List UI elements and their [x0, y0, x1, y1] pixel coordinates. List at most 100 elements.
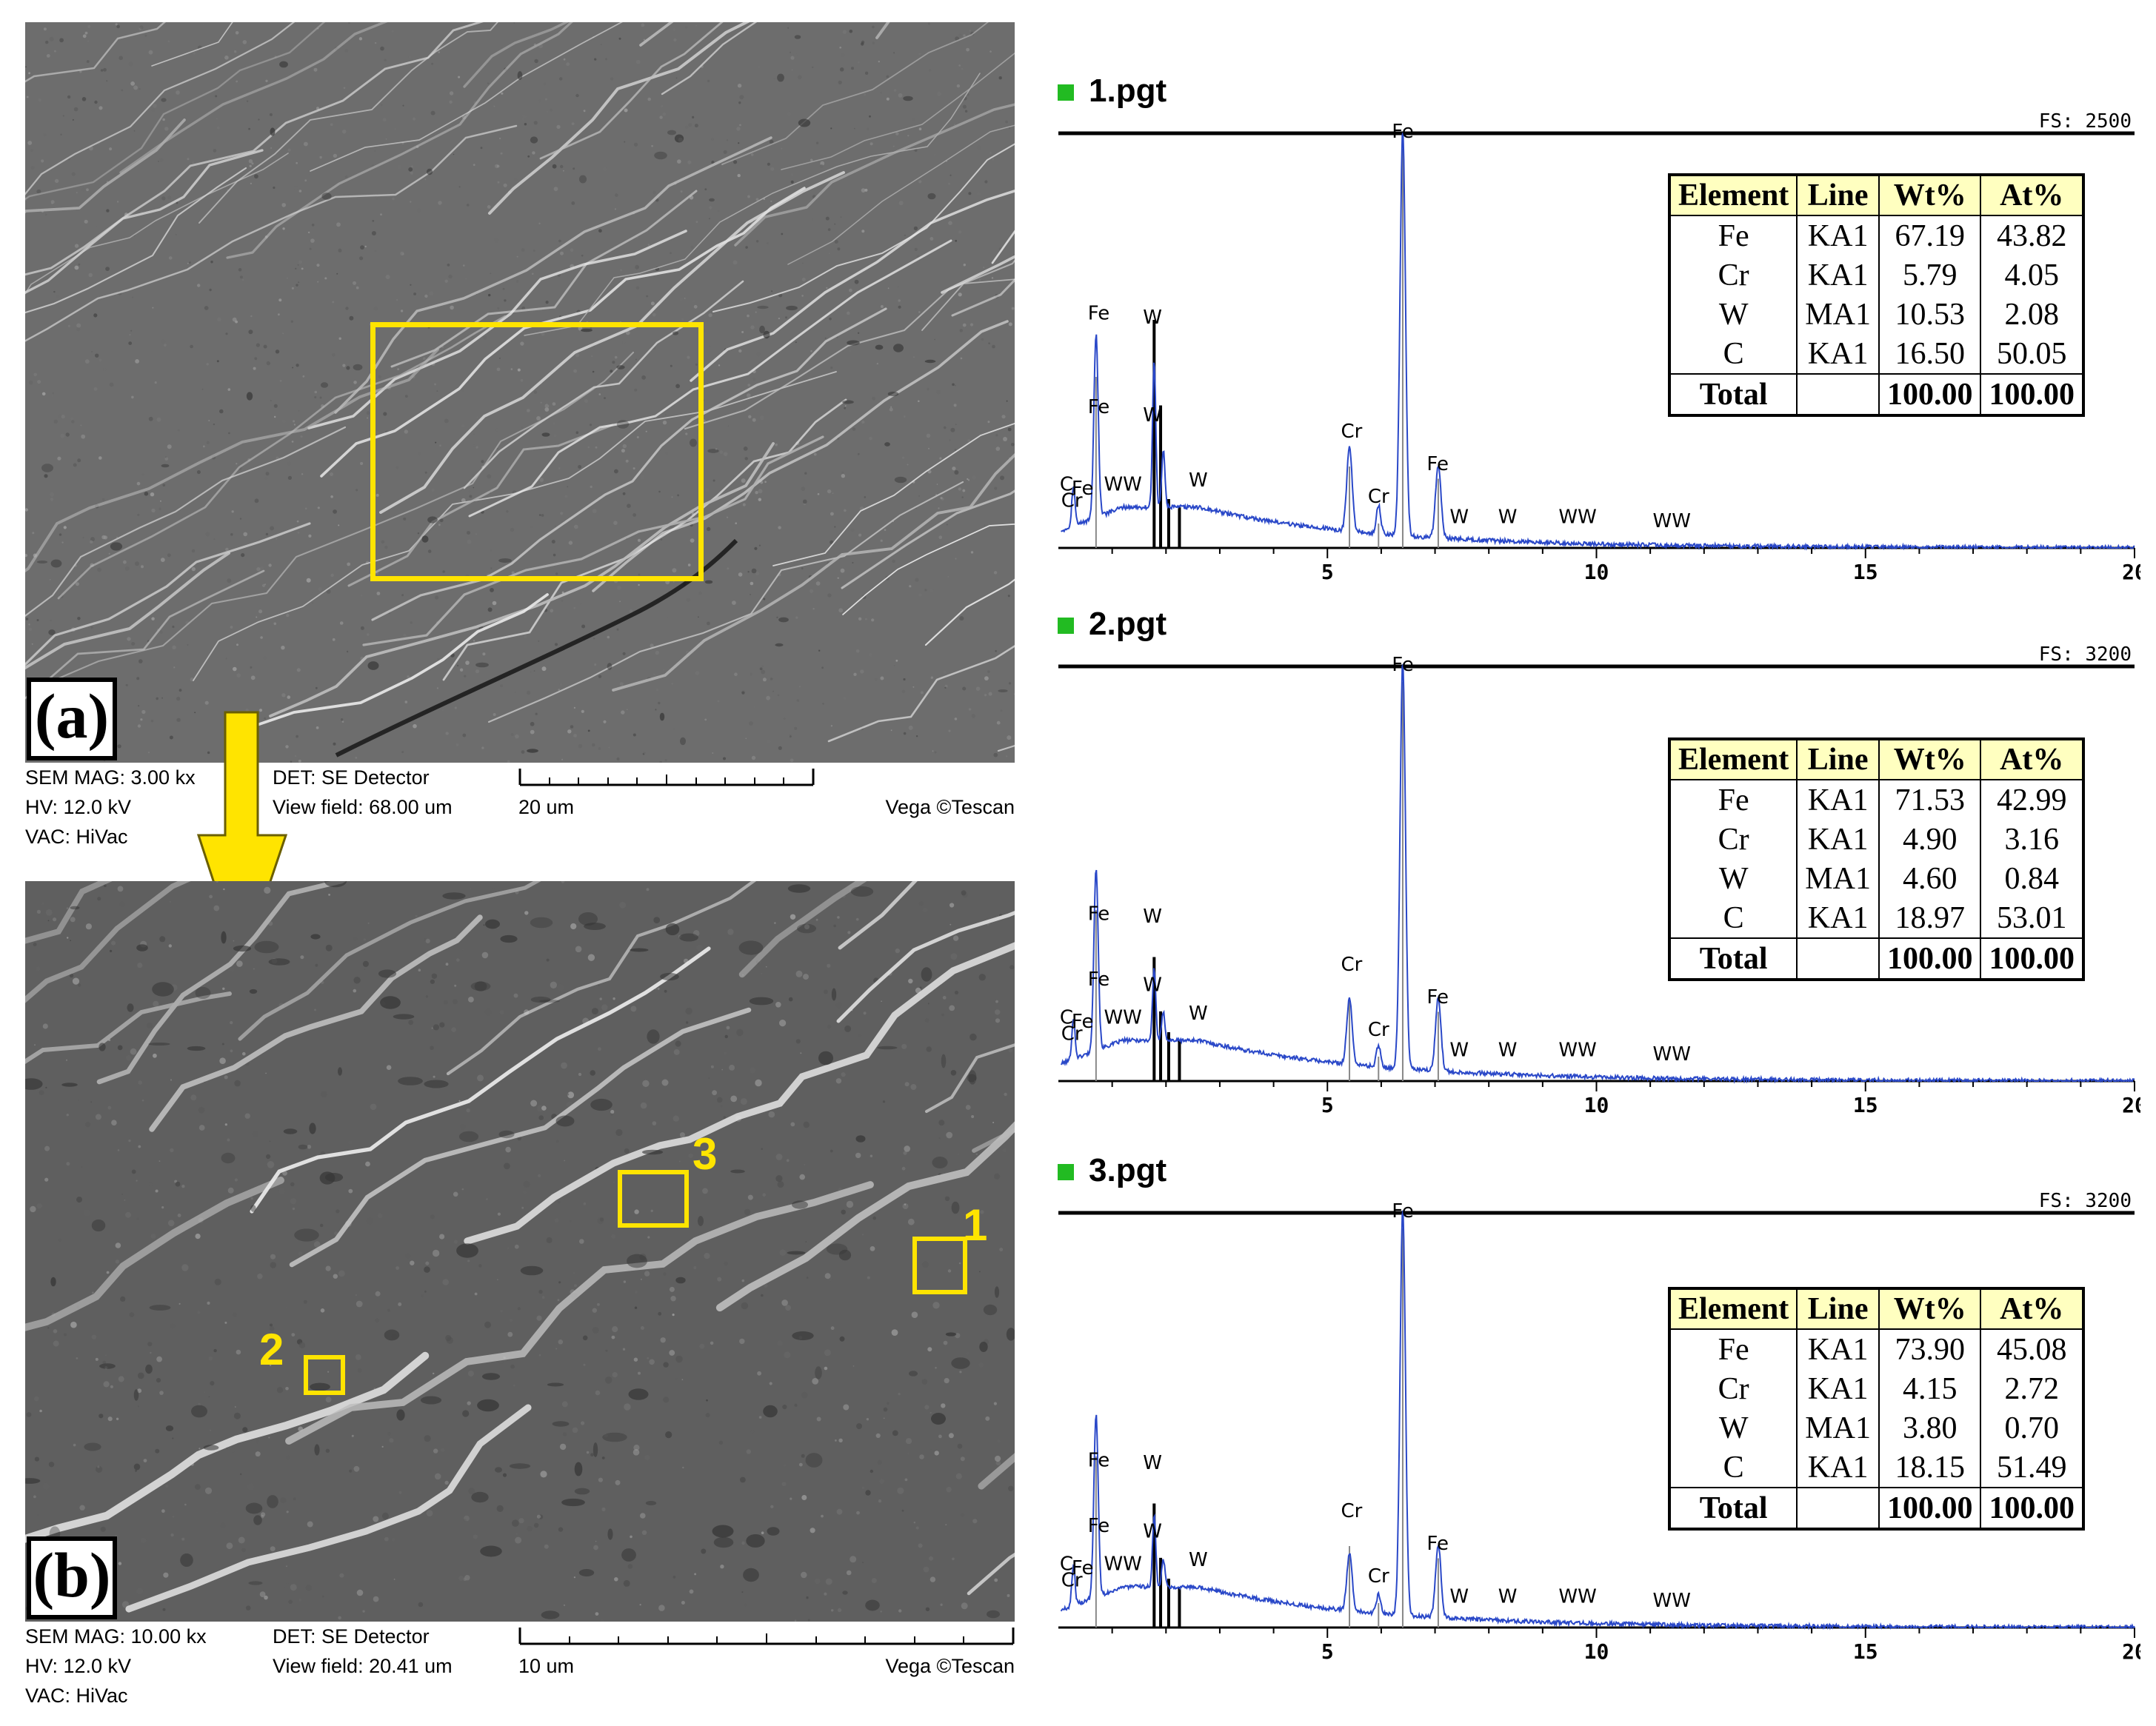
cell: 4.05 [1980, 255, 2084, 295]
sem-det-a: DET: SE Detector [273, 766, 430, 789]
peak-label: Cr [1341, 954, 1363, 976]
spectrum-title-text-3: 3.pgt [1089, 1152, 1167, 1188]
marker-box-3 [618, 1170, 689, 1228]
cell: Cr [1668, 255, 1798, 295]
marker-label-2: 2 [259, 1325, 284, 1374]
spectrum-title-text-2: 2.pgt [1089, 606, 1167, 642]
composition-table-1: Element Line Wt% At% Fe KA1 67.19 43.82 Cr K… [1668, 173, 2085, 417]
cell: KA1 [1796, 1369, 1880, 1408]
peak-label: Fe [1426, 1533, 1449, 1555]
x-tick-label: 15 [1853, 1639, 1878, 1664]
scale-bar-b [518, 1628, 1015, 1645]
peak-label: W [1189, 469, 1208, 492]
cell: 4.60 [1878, 859, 1982, 898]
sem-texture-a [25, 22, 1015, 763]
peak-label: C [1060, 474, 1073, 496]
sem-hv-a: HV: 12.0 kV [25, 796, 132, 818]
peak-label: Fe [1088, 1515, 1110, 1537]
cell: 2.72 [1980, 1369, 2084, 1408]
sem-view-a: View field: 68.00 um [273, 796, 453, 818]
spectrum-title-3: 3.pgt [1058, 1152, 1167, 1189]
spectrum-line [1060, 1210, 2135, 1630]
col-wt: Wt% [1878, 174, 1982, 216]
brand-b: Vega ©Tescan [885, 1655, 1015, 1677]
sem-vac-b: VAC: HiVac [25, 1685, 128, 1707]
cell: 4.15 [1878, 1369, 1982, 1408]
peak-label: Fe [1426, 986, 1449, 1008]
scale-label-a: 20 um [518, 796, 575, 818]
cell: 73.90 [1878, 1329, 1982, 1369]
cell: KA1 [1796, 1329, 1880, 1369]
cell: KA1 [1796, 215, 1880, 255]
cell: 100.00 [1980, 373, 2084, 415]
cell: 100.00 [1980, 1487, 2084, 1529]
peak-label: WW [1104, 474, 1141, 496]
table-total-row: Total 100.00 100.00 [1668, 937, 2084, 980]
cell: 67.19 [1878, 215, 1982, 255]
col-element: Element [1668, 174, 1798, 216]
brand-a: Vega ©Tescan [885, 796, 1015, 818]
table-row: Cr KA1 4.15 2.72 [1668, 1369, 2084, 1408]
table-row: Cr KA1 5.79 4.05 [1668, 255, 2084, 295]
cell: C [1668, 1448, 1798, 1488]
cell: W [1668, 859, 1798, 898]
cell: W [1668, 295, 1798, 334]
table-row: Fe KA1 73.90 45.08 [1668, 1329, 2084, 1369]
x-tick-label: 20 [2122, 560, 2140, 584]
peak-label: Fe [1088, 969, 1110, 991]
sem-speckle [25, 22, 1015, 763]
sem-image-a [25, 22, 1015, 763]
table-row: C KA1 16.50 50.05 [1668, 334, 2084, 374]
col-at: At% [1980, 174, 2084, 216]
marker-box-1 [912, 1237, 967, 1294]
peak-label: Fe [1088, 396, 1110, 418]
sem-dark-grains [25, 881, 1015, 1619]
panel-label-b: (b) [27, 1536, 117, 1619]
peak-label: Fe [1072, 478, 1094, 500]
peak-label: Fe [1088, 303, 1110, 325]
peak-label-fe-main: Fe [1392, 1200, 1414, 1222]
cell: 71.53 [1878, 780, 1982, 820]
cell: 50.05 [1980, 334, 2084, 374]
peak-label: W [1449, 1040, 1469, 1062]
composition-table-2: Element Line Wt% At% Fe KA1 71.53 42.99 Cr K… [1668, 737, 2085, 981]
peak-label: Cr [1341, 1500, 1363, 1522]
cell: 4.90 [1878, 820, 1982, 859]
peak-label: W [1143, 974, 1162, 997]
spectrum-title-1: 1.pgt [1058, 73, 1167, 110]
x-tick-label: 5 [1321, 1093, 1334, 1117]
peak-label: W [1449, 506, 1469, 529]
cell: 51.49 [1980, 1448, 2084, 1488]
cell: 3.16 [1980, 820, 2084, 859]
col-element: Element [1668, 738, 1798, 780]
cell: 10.53 [1878, 295, 1982, 334]
peak-label: W [1143, 906, 1162, 928]
table-row: C KA1 18.15 51.49 [1668, 1448, 2084, 1488]
cell: 2.08 [1980, 295, 2084, 334]
x-tick-label: 15 [1853, 560, 1878, 584]
cell [1796, 1487, 1880, 1529]
peak-label: Cr [1061, 1023, 1083, 1046]
peak-label: C [1060, 1007, 1073, 1029]
peak-label: Fe [1088, 1449, 1110, 1471]
cell: Total [1668, 937, 1798, 980]
cell: MA1 [1796, 1408, 1880, 1448]
sem-info-a: SEM MAG: 3.00 kx HV: 12.0 kV VAC: HiVac … [25, 763, 1015, 859]
table-row: Fe KA1 71.53 42.99 [1668, 780, 2084, 820]
cell: Fe [1668, 1329, 1798, 1369]
peak-label: WW [1558, 1586, 1596, 1608]
cell: Total [1668, 1487, 1798, 1529]
sem-hv-b: HV: 12.0 kV [25, 1655, 132, 1677]
sem-ridges [25, 881, 1015, 1613]
col-line: Line [1796, 1288, 1880, 1330]
peak-label: W [1498, 506, 1518, 529]
full-scale-label: FS: 3200 [2039, 1190, 2132, 1212]
peak-label: W [1143, 307, 1162, 329]
peak-label: Fe [1426, 453, 1449, 475]
table-row: W MA1 3.80 0.70 [1668, 1408, 2084, 1448]
sem-view-b: View field: 20.41 um [273, 1655, 453, 1677]
peak-label: WW [1104, 1007, 1141, 1029]
cell: 42.99 [1980, 780, 2084, 820]
cell: Total [1668, 373, 1798, 415]
peak-label: Cr [1368, 1565, 1389, 1588]
